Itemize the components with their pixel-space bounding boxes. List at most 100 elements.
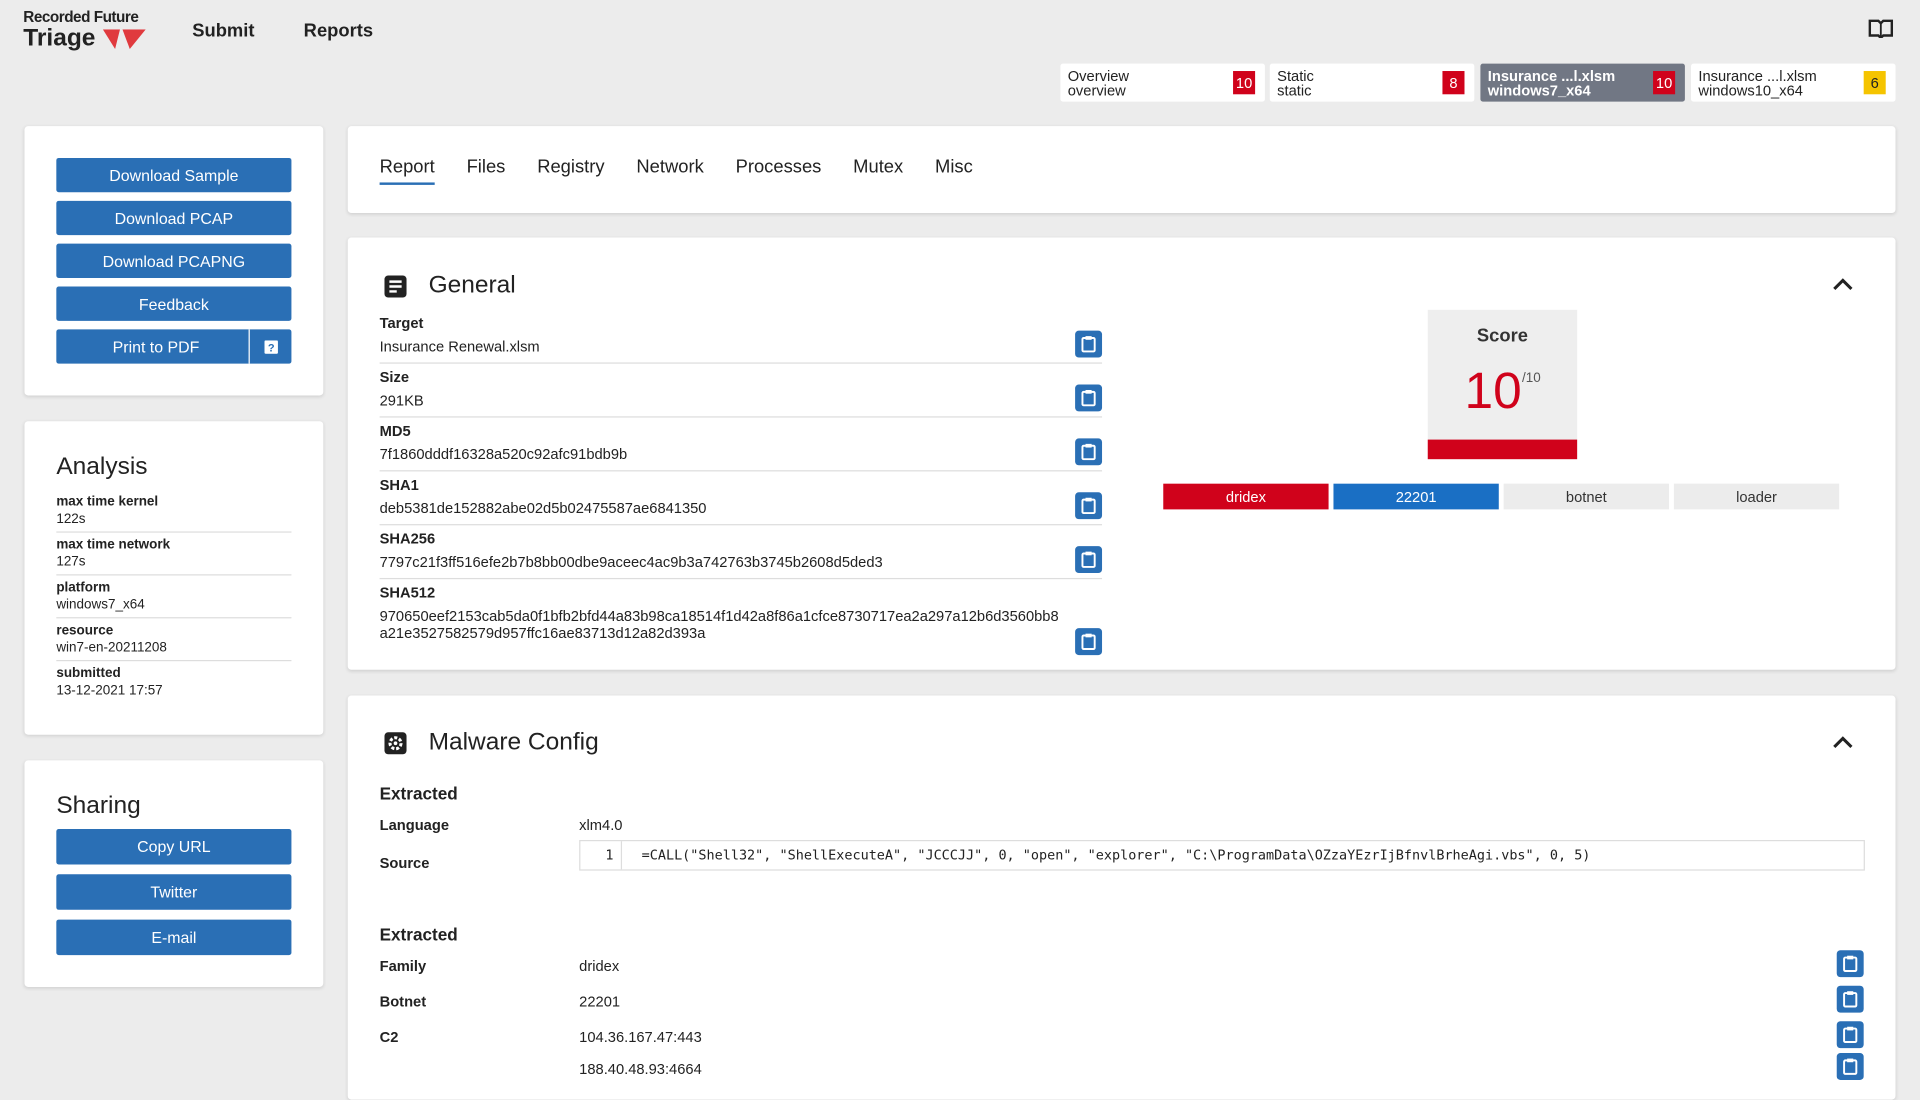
tab-score: 8 [1442, 71, 1465, 95]
tab-subtitle: overview [1067, 82, 1126, 100]
clipboard-icon [1081, 443, 1096, 461]
field-value: 7f1860dddf16328a520c92afc91bdb9b [379, 445, 628, 463]
field-label: SHA1 [379, 476, 419, 494]
config-icon [384, 732, 407, 755]
analysis-value: 127s [56, 554, 86, 570]
section-title: Malware Config [428, 728, 599, 756]
divider [56, 531, 292, 533]
report-tab[interactable]: Report [379, 157, 435, 185]
sample-tab[interactable]: Overview overview 10 [1060, 63, 1265, 102]
general-panel: General Score 10 /10 Target Insurance Ren… [347, 237, 1896, 670]
clipboard-icon [1081, 336, 1096, 353]
field-label: MD5 [379, 422, 411, 440]
config-label: C2 [379, 1028, 399, 1046]
sample-tab[interactable]: Insurance ...l.xlsm windows10_x64 6 [1691, 63, 1896, 102]
field-label: SHA256 [379, 530, 436, 548]
report-tab[interactable]: Processes [735, 156, 822, 178]
copy-button[interactable] [1075, 330, 1103, 358]
panel-title: Analysis [56, 453, 148, 481]
collapse[interactable] [1832, 277, 1854, 292]
help-icon[interactable]: ? [248, 329, 292, 364]
report-tab[interactable]: Registry [537, 156, 605, 178]
copy-button[interactable] [1836, 1053, 1864, 1081]
tab-subtitle: static [1277, 82, 1312, 100]
general-icon [384, 275, 407, 298]
score-box: Score 10 /10 [1427, 309, 1578, 460]
action-button[interactable]: Download Sample [56, 157, 292, 193]
collapse[interactable] [1832, 735, 1854, 750]
clipboard-icon [1843, 991, 1858, 1008]
svg-text:?: ? [267, 342, 274, 353]
nav-link[interactable]: Submit [192, 20, 255, 42]
copy-button[interactable] [1075, 546, 1103, 574]
config-value: dridex [579, 957, 620, 975]
config-value: 22201 [579, 993, 621, 1011]
share-button[interactable]: Copy URL [56, 828, 292, 865]
divider [379, 577, 1103, 580]
brand-top: Recorded Future [23, 8, 139, 26]
sample-tab[interactable]: Insurance ...l.xlsm windows7_x64 10 [1480, 63, 1685, 102]
score-bar [1427, 439, 1578, 460]
score-max: /10 [1522, 371, 1541, 386]
copy-button[interactable] [1075, 438, 1103, 466]
action-button[interactable]: Download PCAPNG [56, 243, 292, 278]
report-tab[interactable]: Mutex [853, 156, 904, 178]
clipboard-icon [1843, 1058, 1858, 1075]
copy-button[interactable] [1836, 1021, 1864, 1049]
analysis-label: platform [56, 580, 111, 596]
action-button[interactable]: Print to PDF? [56, 329, 292, 364]
analysis-label: max time network [56, 537, 171, 553]
report-nav: Report Files Registry Network Processes Mutex… [347, 126, 1896, 214]
report-tab[interactable]: Files [466, 156, 506, 178]
config-value: xlm4.0 [579, 816, 623, 834]
sharing-panel: Sharing Copy URL Twitter E-mail [24, 760, 324, 987]
button-label: Print to PDF [112, 337, 200, 356]
docs-icon[interactable] [1868, 18, 1894, 38]
code-box: 1 =CALL("Shell32", "ShellExecuteA", "JCCC… [579, 840, 1865, 871]
brand[interactable]: Triage [23, 24, 96, 52]
tab-score: 6 [1863, 71, 1886, 95]
copy-button[interactable] [1075, 628, 1103, 656]
tab-title: Overview [1067, 67, 1129, 85]
tag[interactable]: botnet [1503, 483, 1669, 510]
share-button[interactable]: E-mail [56, 919, 292, 956]
malware-config-panel: Malware Config Extracted Language xlm4.0 So… [347, 695, 1896, 1100]
analysis-value: win7-en-20211208 [56, 640, 167, 656]
config-label: Source [379, 854, 430, 872]
tag[interactable]: dridex [1163, 483, 1329, 510]
divider [379, 416, 1103, 418]
sample-tab[interactable]: Static static 8 [1269, 63, 1475, 102]
button-label: Feedback [138, 294, 209, 313]
button-label: Download PCAPNG [102, 251, 246, 271]
copy-button[interactable] [1075, 492, 1103, 520]
tag[interactable]: loader [1673, 483, 1840, 510]
field-value: 970650eef2153cab5da0f1bfb2bfd44a83b98ca1… [379, 607, 1059, 642]
button-label: Download PCAP [114, 208, 234, 228]
nav-link[interactable]: Reports [303, 20, 374, 42]
tag[interactable]: 22201 [1333, 483, 1499, 510]
action-button[interactable]: Download PCAP [56, 200, 292, 236]
config-heading: Extracted [379, 783, 458, 804]
config-heading: Extracted [379, 924, 458, 945]
copy-button[interactable] [1075, 384, 1103, 412]
tab-score: 10 [1653, 71, 1676, 95]
analysis-label: max time kernel [56, 494, 159, 510]
copy-button[interactable] [1836, 950, 1864, 978]
action-button[interactable]: Feedback [56, 286, 292, 321]
analysis-value: 13-12-2021 17:57 [56, 683, 163, 698]
copy-button[interactable] [1836, 985, 1864, 1013]
logo [102, 29, 146, 49]
config-label: Family [379, 957, 427, 975]
report-tab[interactable]: Network [636, 156, 704, 178]
divider [56, 617, 292, 619]
section-title: General [428, 271, 516, 299]
share-button[interactable]: Twitter [56, 874, 292, 910]
config-value: 104.36.167.47:443 [579, 1028, 702, 1046]
report-tab[interactable]: Misc [935, 156, 973, 178]
field-value: 291KB [379, 391, 424, 409]
field-value: Insurance Renewal.xlsm [379, 337, 540, 356]
clipboard-icon [1081, 390, 1096, 407]
divider [379, 470, 1103, 472]
